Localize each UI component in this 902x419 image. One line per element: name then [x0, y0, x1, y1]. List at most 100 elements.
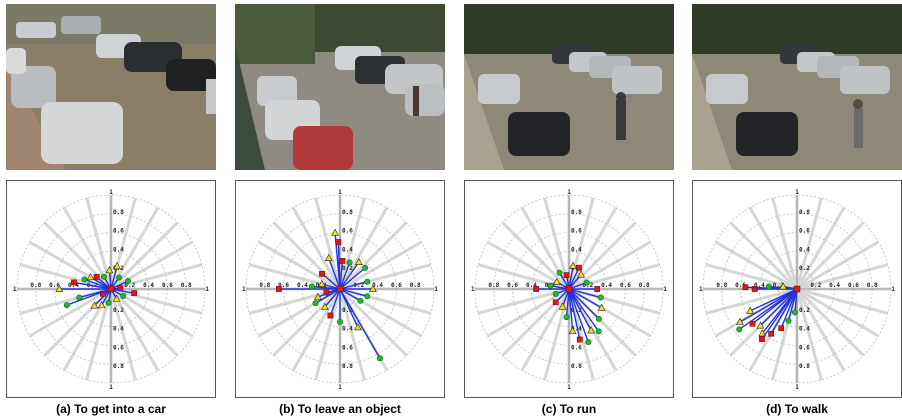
grid-spoke — [729, 221, 799, 291]
circle-marker — [105, 299, 112, 306]
motion-vector — [337, 242, 341, 290]
ring-label: 0.6 — [571, 228, 582, 235]
triangle-marker — [317, 279, 326, 288]
motion-vector — [780, 288, 798, 329]
axis-end-label: 1 — [567, 189, 571, 196]
ring-label: 0.8 — [113, 363, 124, 370]
ring-label: 0.8 — [30, 282, 41, 289]
square-marker — [778, 325, 785, 332]
grid-spoke — [771, 197, 799, 290]
circle-marker — [308, 283, 315, 290]
motion-vector — [311, 285, 341, 290]
axis-end-label: 1 — [109, 189, 113, 196]
ring-label: 0.2 — [799, 307, 810, 314]
axis-end-label: 1 — [795, 384, 799, 391]
square-marker — [552, 299, 559, 306]
motion-vector — [739, 288, 798, 323]
ring-label: 0.4 — [113, 246, 124, 253]
grid-spoke — [477, 263, 570, 291]
square-marker — [576, 336, 583, 343]
ring-label: 0.8 — [342, 363, 353, 370]
ring-label: 0.4 — [571, 246, 582, 253]
motion-vector — [749, 288, 798, 312]
polar-plot: 0.20.20.20.20.40.40.40.40.60.60.60.60.80… — [6, 180, 216, 398]
motion-vector — [568, 288, 574, 332]
square-marker — [71, 279, 77, 286]
square-marker — [576, 264, 582, 271]
grid-spoke — [795, 206, 846, 290]
grid-spoke — [272, 287, 342, 357]
grid-spoke — [795, 287, 865, 357]
circle-marker — [346, 259, 353, 266]
square-marker — [339, 258, 346, 264]
circle-marker — [736, 326, 743, 333]
circle-marker — [125, 278, 132, 285]
triangle-marker — [86, 273, 95, 281]
circle-marker — [597, 294, 604, 301]
grid-spoke — [110, 240, 194, 291]
parking-lot-photo-d — [692, 4, 902, 170]
motion-vector — [568, 288, 600, 320]
grid-spoke — [109, 287, 179, 357]
center-marker — [107, 285, 115, 293]
ring-label: 0.4 — [297, 282, 308, 289]
ring-label: 0.2 — [810, 282, 821, 289]
circle-marker — [563, 314, 570, 321]
ring-label: 0.4 — [601, 282, 612, 289]
axis-end-label: 1 — [795, 189, 799, 196]
ring-label: 0.8 — [639, 282, 650, 289]
square-marker — [93, 274, 100, 280]
panel-caption: (d) To walk — [766, 402, 828, 416]
ring-label: 0.6 — [735, 282, 746, 289]
parking-lot-photo-b — [235, 4, 445, 170]
ring-label: 0.2 — [342, 307, 353, 314]
square-marker — [327, 312, 334, 319]
scene-photo — [6, 4, 216, 170]
polar-svg: 0.20.20.20.20.40.40.40.40.60.60.60.60.80… — [6, 180, 216, 398]
panel-caption: (a) To get into a car — [56, 402, 166, 416]
square-marker — [759, 336, 765, 342]
motion-vector — [568, 288, 602, 309]
circle-marker — [595, 328, 602, 335]
grid-spoke — [543, 288, 571, 381]
scene-photo — [692, 4, 902, 170]
grid-spoke — [748, 206, 799, 290]
grid-spoke — [85, 197, 113, 290]
circle-marker — [364, 293, 371, 300]
motion-vector — [759, 288, 798, 327]
grid-spoke — [501, 221, 571, 291]
motion-vector — [752, 288, 798, 325]
ring-label: 0.2 — [124, 282, 135, 289]
ring-label: 0.6 — [278, 282, 289, 289]
motion-vector — [568, 265, 574, 290]
triangle-marker — [55, 284, 64, 292]
ring-label: 0.6 — [113, 344, 124, 351]
ring-label: 0.6 — [620, 282, 631, 289]
grid-spoke — [110, 287, 203, 315]
circle-marker — [337, 318, 344, 325]
axis-end-label: 1 — [891, 286, 895, 293]
triangle-marker — [568, 326, 577, 335]
grid-spoke — [338, 287, 408, 357]
grid-spoke — [705, 287, 798, 315]
circle-marker — [583, 279, 590, 286]
ring-label: 0.8 — [716, 282, 727, 289]
grid-spoke — [339, 240, 423, 291]
center-marker — [565, 285, 573, 293]
motion-vector — [73, 281, 112, 290]
ring-label: 0.4 — [829, 282, 840, 289]
axis-end-label: 1 — [663, 286, 667, 293]
grid-spoke — [567, 288, 595, 381]
circle-marker — [357, 297, 364, 304]
motion-vector — [84, 278, 112, 290]
ring-label: 0.2 — [773, 282, 784, 289]
circle-marker — [585, 338, 592, 345]
ring-label: 0.6 — [49, 282, 60, 289]
motion-vector — [315, 288, 341, 304]
panel-caption: (b) To leave an object — [279, 402, 401, 416]
axis-end-label: 1 — [471, 286, 475, 293]
grid-spoke — [28, 287, 112, 338]
triangle-marker — [577, 270, 585, 278]
parking-lot-photo-c — [464, 4, 674, 170]
circle-marker — [556, 269, 563, 276]
